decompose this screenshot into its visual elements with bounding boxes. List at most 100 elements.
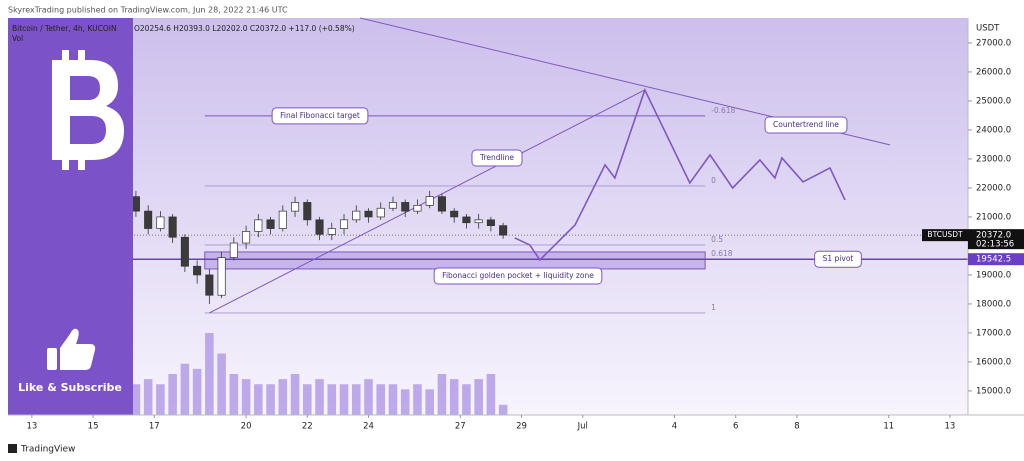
- candle-body: [339, 219, 349, 229]
- volume-bar: [327, 384, 337, 415]
- candle-body: [254, 219, 263, 232]
- side-text: Like & Subscribe: [18, 381, 122, 394]
- bitcoin-logo-bar: [78, 50, 85, 66]
- candle-body: [205, 274, 214, 296]
- annotation-box: [764, 116, 848, 134]
- x-tick-label: 17: [149, 422, 160, 432]
- candle-body: [486, 219, 495, 226]
- volume-bar: [474, 379, 483, 415]
- candle-body: [266, 219, 275, 229]
- candle-body: [364, 210, 373, 218]
- volume-bar: [388, 384, 398, 415]
- x-tick-label: Jul: [577, 422, 588, 432]
- thumbs-up-icon: [47, 328, 96, 370]
- y-tick-label: 16000.0: [976, 357, 1011, 367]
- bitcoin-logo-bar: [62, 154, 69, 170]
- candle-body: [303, 202, 312, 221]
- volume-bar: [364, 379, 373, 415]
- candle-body: [401, 202, 410, 212]
- candle-body: [437, 196, 446, 212]
- candle-body: [193, 265, 202, 276]
- annotation-label: S1 pivot: [823, 254, 854, 263]
- y-tick-label: 19000.0: [976, 270, 1011, 280]
- candle-body: [474, 219, 483, 224]
- golden-pocket-zone: [204, 251, 706, 270]
- pivot-tag-label: 19542.5: [976, 255, 1011, 265]
- volume-label: Vol: [12, 34, 23, 43]
- volume-bar: [413, 384, 422, 415]
- candle-body: [229, 242, 238, 258]
- volume-bar: [376, 384, 386, 415]
- volume-bar: [449, 379, 459, 415]
- volume-bar: [180, 363, 190, 415]
- x-tick-label: 13: [945, 422, 956, 432]
- y-tick-label: 21000.0: [976, 212, 1011, 222]
- volume-bar: [437, 374, 447, 415]
- publisher: SkyrexTrading published on TradingView.c…: [8, 6, 288, 15]
- tradingview-logo: [8, 444, 17, 453]
- candle-body: [499, 225, 508, 236]
- last-price-tag: [968, 229, 1024, 250]
- candle-body: [388, 202, 398, 209]
- volume-bar: [217, 353, 226, 415]
- candle-body: [278, 210, 287, 229]
- fib-level-label: -0.618: [711, 106, 735, 115]
- annotation-label: Fibonacci golden pocket + liquidity zone: [442, 271, 594, 280]
- candle-body: [327, 228, 336, 235]
- candle-body: [156, 216, 165, 229]
- annotation-label: Trendline: [479, 153, 514, 162]
- candle-body: [413, 204, 422, 212]
- candle-body: [144, 210, 153, 229]
- bitcoin-logo-bar: [62, 50, 69, 66]
- x-tick-label: 29: [516, 422, 527, 432]
- ohlc: O20254.6 H20393.0 L20202.0 C20372.0 +117…: [134, 24, 355, 33]
- fib-level-label: 0.618: [711, 249, 733, 258]
- x-tick-label: 15: [88, 422, 99, 432]
- candle-body: [315, 219, 324, 235]
- x-tick-label: 11: [883, 422, 894, 432]
- x-tick-label: 24: [363, 422, 374, 432]
- volume-bar: [498, 404, 508, 415]
- candle-body: [450, 210, 459, 218]
- volume-bar: [462, 384, 471, 415]
- volume-bar: [168, 374, 177, 415]
- y-tick-label: 17000.0: [976, 328, 1011, 338]
- y-tick-label: 22000.0: [976, 183, 1011, 193]
- footer: TradingView: [20, 445, 75, 455]
- x-tick-label: 20: [241, 422, 252, 432]
- last-price-label: 20372.0: [976, 231, 1011, 241]
- x-tick-label: 27: [455, 422, 466, 432]
- volume-bar: [351, 384, 361, 415]
- fib-level-label: 0: [711, 176, 716, 185]
- volume-bar: [400, 389, 410, 415]
- volume-bar: [205, 333, 214, 415]
- y-tick-label: 24000.0: [976, 125, 1011, 135]
- annotation-box: [271, 107, 369, 125]
- x-tick-label: 13: [26, 422, 37, 432]
- fib-level-label: 1: [711, 303, 716, 312]
- symbol-tag: [922, 229, 968, 242]
- price-axis: [968, 18, 1024, 415]
- y-tick-label: 18000.0: [976, 299, 1011, 309]
- x-tick-label: 8: [794, 422, 799, 432]
- x-tick-label: 4: [672, 422, 677, 432]
- plot-background: [8, 18, 968, 415]
- pivot-tag: [968, 253, 1024, 266]
- bitcoin-logo-bar: [78, 154, 85, 170]
- volume-bar: [339, 384, 349, 415]
- candle-body: [131, 196, 140, 212]
- volume-bar: [241, 379, 251, 415]
- volume-bar: [303, 384, 312, 415]
- y-tick-label: 26000.0: [976, 67, 1011, 77]
- y-tick-label: 25000.0: [976, 96, 1011, 106]
- candle-body: [462, 216, 471, 224]
- x-tick-label: 22: [302, 422, 313, 432]
- annotation-label: Final Fibonacci target: [280, 111, 360, 120]
- y-tick-label: 27000.0: [976, 38, 1011, 48]
- volume-bar: [315, 379, 324, 415]
- volume-bar: [131, 384, 141, 415]
- volume-bar: [254, 384, 263, 415]
- candle-body: [425, 196, 434, 206]
- annotation-box: [471, 149, 523, 167]
